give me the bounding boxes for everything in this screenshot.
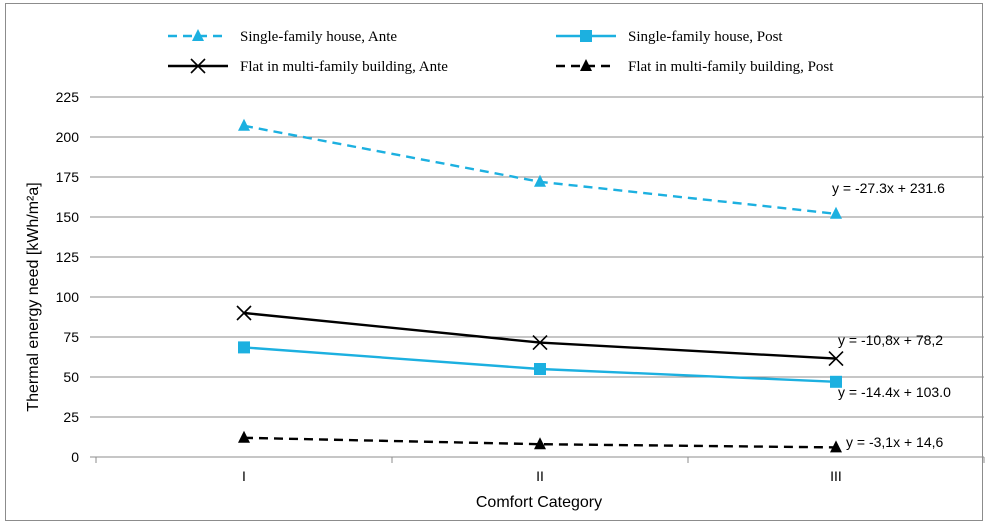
legend-label: Single-family house, Ante (240, 29, 397, 45)
y-tick-label: 150 (56, 209, 80, 225)
trendline-equation: y = -3,1x + 14,6 (846, 434, 943, 450)
legend-item: Flat in multi-family building, Ante (168, 59, 448, 75)
y-tick-label: 200 (56, 129, 80, 145)
series-1 (238, 119, 842, 219)
legend-item: Single-family house, Post (556, 29, 783, 45)
trendline-equation: y = -10,8x + 78,2 (838, 332, 943, 348)
legend-label: Single-family house, Post (628, 29, 783, 45)
data-point (534, 363, 546, 375)
y-tick-label: 50 (63, 369, 79, 385)
trendline-equation: y = -27.3x + 231.6 (832, 180, 945, 196)
data-point (830, 207, 842, 219)
y-tick-label: 100 (56, 289, 80, 305)
y-tick-label: 225 (56, 89, 80, 105)
legend-item: Single-family house, Ante (168, 29, 397, 45)
series-line (244, 313, 836, 359)
data-point (238, 119, 250, 131)
legend: Single-family house, Ante Single-family h… (168, 29, 834, 75)
legend-item: Flat in multi-family building, Post (556, 59, 834, 75)
y-tick-label: 75 (63, 329, 79, 345)
trendline-equation: y = -14.4x + 103.0 (838, 384, 951, 400)
series-3 (237, 306, 843, 366)
legend-marker (580, 30, 592, 42)
data-point (238, 341, 250, 353)
y-tick-label: 25 (63, 409, 79, 425)
y-tick-label: 125 (56, 249, 80, 265)
series-4 (238, 431, 842, 453)
x-tick-label: III (830, 468, 842, 484)
series-line (244, 126, 836, 214)
x-axis-title: Comfort Category (476, 494, 602, 511)
x-tick-label: I (242, 468, 246, 484)
series-2 (238, 341, 842, 387)
legend-label: Flat in multi-family building, Post (628, 59, 834, 75)
y-tick-labels: 0 25 50 75 100 125 150 175 200 225 (56, 89, 80, 465)
series-layer (237, 119, 843, 453)
legend-label: Flat in multi-family building, Ante (240, 59, 448, 75)
grid-lines (90, 97, 984, 463)
x-tick-labels: I II III (242, 468, 842, 484)
y-tick-label: 0 (71, 449, 79, 465)
y-tick-label: 175 (56, 169, 80, 185)
x-tick-label: II (536, 468, 544, 484)
y-axis-title: Thermal energy need [kWh/m²a] (25, 182, 42, 411)
trendline-labels: y = -27.3x + 231.6 y = -14.4x + 103.0 y = … (832, 180, 951, 450)
